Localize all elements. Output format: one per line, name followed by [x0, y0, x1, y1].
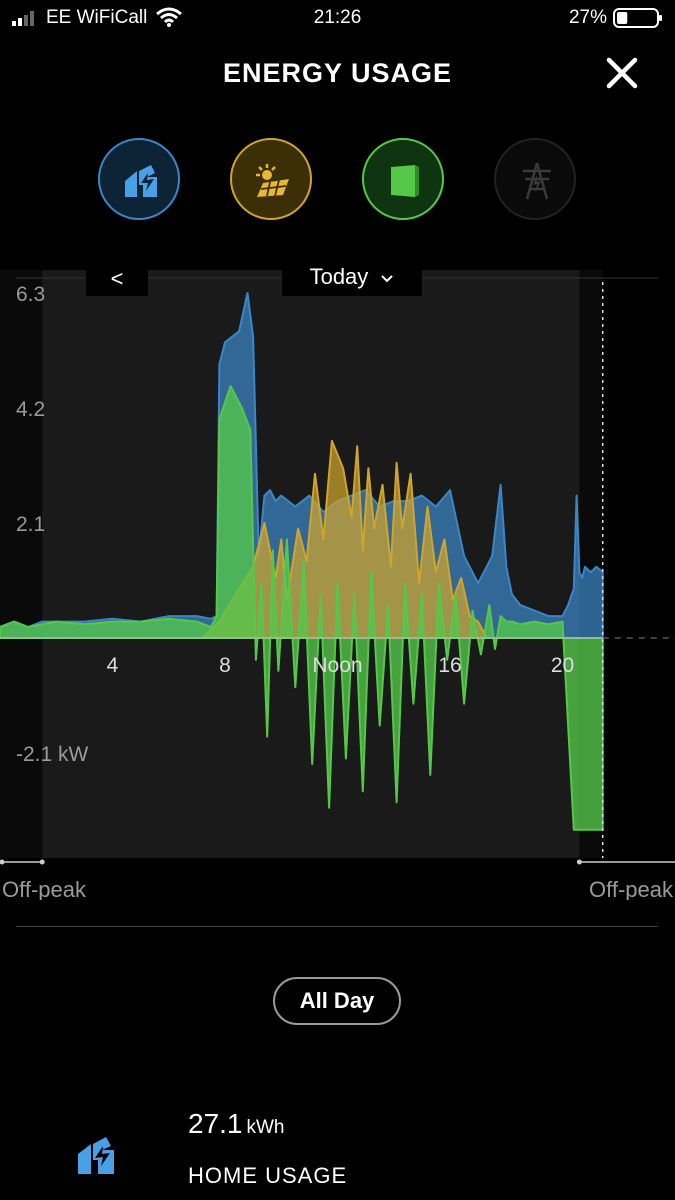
x-tick-label: Noon [312, 654, 362, 677]
off-peak-range-dot [39, 859, 45, 865]
clock: 21:26 [313, 7, 362, 28]
y-tick-label: -2.1 kW [16, 743, 89, 766]
date-selector[interactable]: Today [282, 262, 422, 296]
chevron-down-icon [381, 275, 394, 283]
energy-chart: 6.3 4.2 2.1 -2.1 kW 4 8 Noon 16 20 Off-peak Off-pe… [0, 270, 675, 900]
grid-source-button[interactable] [494, 138, 576, 220]
home-source-button[interactable] [98, 138, 180, 220]
off-peak-label: Off-peak [589, 877, 674, 900]
home-icon [125, 165, 157, 197]
battery-icon [613, 8, 662, 28]
all-day-button[interactable]: All Day [273, 977, 401, 1025]
date-label: Today [309, 264, 369, 289]
off-peak-label: Off-peak [2, 877, 87, 900]
usage-number: 27.1 [188, 1108, 243, 1139]
solar-source-button[interactable] [230, 138, 312, 220]
divider [16, 926, 658, 927]
carrier-label: EE WiFiCall [46, 7, 148, 28]
x-tick-label: 16 [438, 654, 461, 677]
home-usage-label: HOME USAGE [188, 1163, 348, 1188]
x-tick-label: 8 [219, 654, 231, 677]
home-usage-value: 27.1 kWh [188, 1108, 285, 1140]
solar-panel-icon [256, 164, 289, 197]
x-tick-label: 20 [551, 654, 574, 677]
off-peak-range-dot [576, 859, 582, 865]
usage-unit: kWh [246, 1117, 285, 1138]
off-peak-range-dot [0, 859, 5, 865]
battery-percent: 27% [568, 7, 607, 28]
y-tick-label: 2.1 [16, 513, 45, 536]
powerwall-icon [391, 165, 419, 197]
x-tick-label: 4 [107, 654, 119, 677]
y-tick-label: 4.2 [16, 398, 45, 421]
grid-tower-icon [523, 162, 551, 200]
wifi-icon [156, 7, 182, 27]
close-icon[interactable] [605, 56, 639, 90]
y-tick-label: 6.3 [16, 283, 45, 306]
status-bar: EE WiFiCall 21:26 27% [0, 0, 675, 36]
signal-icon [12, 11, 34, 26]
series-area-2 [0, 385, 604, 831]
battery-level [617, 12, 628, 24]
page-title: ENERGY USAGE [222, 58, 453, 88]
future-band [602, 270, 675, 858]
home-icon [78, 1137, 114, 1174]
powerwall-source-button[interactable] [362, 138, 444, 220]
previous-day-button[interactable]: < [86, 262, 148, 296]
